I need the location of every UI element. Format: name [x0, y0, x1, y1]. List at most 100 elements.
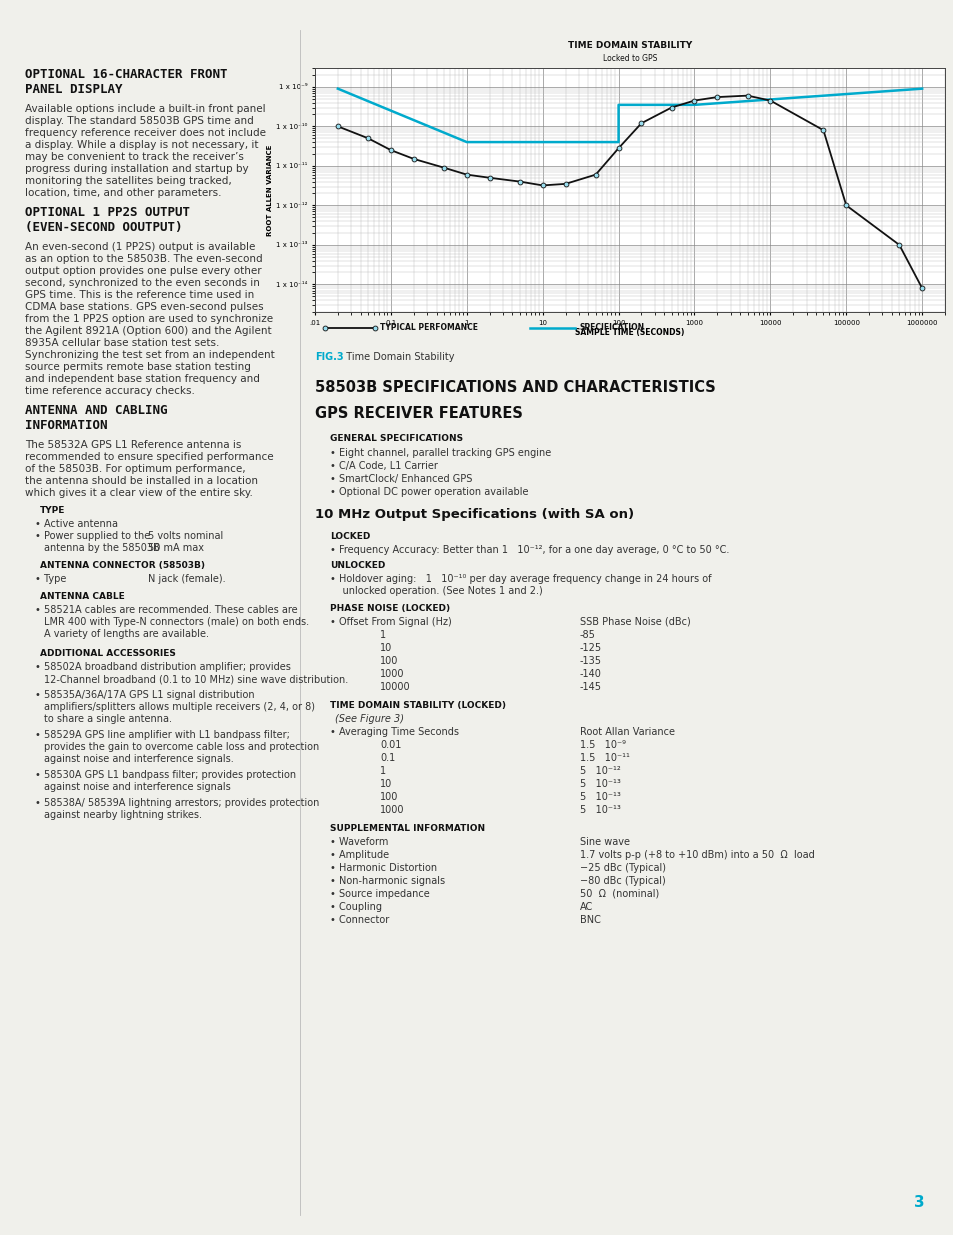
Text: 10000: 10000	[379, 682, 410, 692]
Text: Available options include a built-in front panel: Available options include a built-in fro…	[25, 104, 265, 114]
Text: (EVEN-SECOND OOUTPUT): (EVEN-SECOND OOUTPUT)	[25, 221, 182, 233]
Text: (See Figure 3): (See Figure 3)	[335, 714, 403, 724]
Text: time reference accuracy checks.: time reference accuracy checks.	[25, 387, 194, 396]
Text: against noise and interference signals.: against noise and interference signals.	[44, 755, 233, 764]
Text: • Power supplied to the: • Power supplied to the	[35, 531, 150, 541]
Text: • Connector: • Connector	[330, 915, 389, 925]
Text: 58503B SPECIFICATIONS AND CHARACTERISTICS: 58503B SPECIFICATIONS AND CHARACTERISTIC…	[314, 380, 715, 395]
Text: • 58521A cables are recommended. These cables are: • 58521A cables are recommended. These c…	[35, 605, 297, 615]
Text: a display. While a display is not necessary, it: a display. While a display is not necess…	[25, 140, 258, 149]
Text: -125: -125	[579, 643, 601, 653]
Text: Locked to GPS: Locked to GPS	[602, 54, 657, 63]
Text: • Source impedance: • Source impedance	[330, 889, 429, 899]
Text: provides the gain to overcome cable loss and protection: provides the gain to overcome cable loss…	[44, 742, 319, 752]
Text: −25 dBc (Typical): −25 dBc (Typical)	[579, 863, 665, 873]
Text: SUPPLEMENTAL INFORMATION: SUPPLEMENTAL INFORMATION	[330, 824, 485, 832]
Text: of the 58503B. For optimum performance,: of the 58503B. For optimum performance,	[25, 464, 245, 474]
Text: 1.5   10⁻¹¹: 1.5 10⁻¹¹	[579, 753, 629, 763]
Text: antenna by the 58503B: antenna by the 58503B	[44, 543, 159, 553]
Text: 10: 10	[379, 779, 392, 789]
Text: OPTIONAL 1 PP2S OUTPUT: OPTIONAL 1 PP2S OUTPUT	[25, 206, 190, 219]
Text: ADDITIONAL ACCESSORIES: ADDITIONAL ACCESSORIES	[40, 650, 175, 658]
Text: • Holdover aging:   1   10⁻¹⁰ per day average frequency change in 24 hours of: • Holdover aging: 1 10⁻¹⁰ per day averag…	[330, 574, 711, 584]
Text: and independent base station frequency and: and independent base station frequency a…	[25, 374, 259, 384]
Text: the Agilent 8921A (Option 600) and the Agilent: the Agilent 8921A (Option 600) and the A…	[25, 326, 272, 336]
Text: 10: 10	[379, 643, 392, 653]
Text: 5 volts nominal: 5 volts nominal	[148, 531, 223, 541]
Text: 50 mA max: 50 mA max	[148, 543, 204, 553]
Text: against noise and interference signals: against noise and interference signals	[44, 782, 231, 792]
Text: 5   10⁻¹²: 5 10⁻¹²	[579, 766, 620, 776]
Text: • Non-harmonic signals: • Non-harmonic signals	[330, 876, 445, 885]
Text: • Coupling: • Coupling	[330, 902, 381, 911]
Text: source permits remote base station testing: source permits remote base station testi…	[25, 362, 251, 372]
Text: LMR 400 with Type-N connectors (male) on both ends.: LMR 400 with Type-N connectors (male) on…	[44, 618, 309, 627]
Text: 1000: 1000	[379, 669, 404, 679]
Text: 5   10⁻¹³: 5 10⁻¹³	[579, 779, 620, 789]
Text: • Amplitude: • Amplitude	[330, 850, 389, 860]
Text: 5   10⁻¹³: 5 10⁻¹³	[579, 805, 620, 815]
Text: to share a single antenna.: to share a single antenna.	[44, 714, 172, 724]
Text: TIME DOMAIN STABILITY (LOCKED): TIME DOMAIN STABILITY (LOCKED)	[330, 701, 505, 710]
Text: • Waveform: • Waveform	[330, 837, 388, 847]
Text: 5   10⁻¹³: 5 10⁻¹³	[579, 792, 620, 802]
Text: recommended to ensure specified performance: recommended to ensure specified performa…	[25, 452, 274, 462]
Text: SSB Phase Noise (dBc): SSB Phase Noise (dBc)	[579, 618, 690, 627]
Text: ANTENNA CONNECTOR (58503B): ANTENNA CONNECTOR (58503B)	[40, 561, 205, 571]
Text: 0.01: 0.01	[379, 740, 401, 750]
Text: 1: 1	[379, 630, 386, 640]
Text: N jack (female).: N jack (female).	[148, 574, 226, 584]
Text: as an option to the 58503B. The even-second: as an option to the 58503B. The even-sec…	[25, 254, 262, 264]
Text: • Eight channel, parallel tracking GPS engine: • Eight channel, parallel tracking GPS e…	[330, 448, 551, 458]
Text: AC: AC	[579, 902, 593, 911]
Text: • SmartClock/ Enhanced GPS: • SmartClock/ Enhanced GPS	[330, 474, 472, 484]
Text: • Active antenna: • Active antenna	[35, 519, 118, 529]
Text: • 58529A GPS line amplifier with L1 bandpass filter;: • 58529A GPS line amplifier with L1 band…	[35, 730, 290, 740]
Text: second, synchronized to the even seconds in: second, synchronized to the even seconds…	[25, 278, 259, 288]
Text: • Offset From Signal (Hz): • Offset From Signal (Hz)	[330, 618, 452, 627]
Text: -85: -85	[579, 630, 596, 640]
Text: against nearby lightning strikes.: against nearby lightning strikes.	[44, 810, 202, 820]
Text: unlocked operation. (See Notes 1 and 2.): unlocked operation. (See Notes 1 and 2.)	[330, 585, 542, 597]
Text: • Harmonic Distortion: • Harmonic Distortion	[330, 863, 436, 873]
Text: Time Domain Stability: Time Domain Stability	[339, 352, 454, 362]
Text: The 58532A GPS L1 Reference antenna is: The 58532A GPS L1 Reference antenna is	[25, 440, 241, 450]
Text: may be convenient to track the receiver’s: may be convenient to track the receiver’…	[25, 152, 244, 162]
Text: 1.5   10⁻⁹: 1.5 10⁻⁹	[579, 740, 625, 750]
Text: ANTENNA CABLE: ANTENNA CABLE	[40, 592, 125, 601]
Text: output option provides one pulse every other: output option provides one pulse every o…	[25, 266, 261, 275]
Text: LOCKED: LOCKED	[330, 532, 370, 541]
Text: the antenna should be installed in a location: the antenna should be installed in a loc…	[25, 475, 257, 487]
Text: TIME DOMAIN STABILITY: TIME DOMAIN STABILITY	[567, 41, 691, 49]
Text: 50  Ω  (nominal): 50 Ω (nominal)	[579, 889, 659, 899]
Text: UNLOCKED: UNLOCKED	[330, 561, 385, 571]
Text: • C/A Code, L1 Carrier: • C/A Code, L1 Carrier	[330, 461, 437, 471]
Text: amplifiers/splitters allows multiple receivers (2, 4, or 8): amplifiers/splitters allows multiple rec…	[44, 701, 314, 713]
Text: 10 MHz Output Specifications (with SA on): 10 MHz Output Specifications (with SA on…	[314, 508, 634, 521]
Text: 3: 3	[913, 1195, 924, 1210]
Text: FIG.3: FIG.3	[314, 352, 343, 362]
Text: Sine wave: Sine wave	[579, 837, 629, 847]
Text: 100: 100	[379, 656, 398, 666]
Text: • 58530A GPS L1 bandpass filter; provides protection: • 58530A GPS L1 bandpass filter; provide…	[35, 769, 295, 781]
Text: 8935A cellular base station test sets.: 8935A cellular base station test sets.	[25, 338, 219, 348]
Text: An even-second (1 PP2S) output is available: An even-second (1 PP2S) output is availa…	[25, 242, 255, 252]
Text: -140: -140	[579, 669, 601, 679]
Y-axis label: ROOT ALLEN VARIANCE: ROOT ALLEN VARIANCE	[267, 144, 273, 236]
Text: -135: -135	[579, 656, 601, 666]
Text: GENERAL SPECIFICATIONS: GENERAL SPECIFICATIONS	[330, 433, 462, 443]
Text: CDMA base stations. GPS even-second pulses: CDMA base stations. GPS even-second puls…	[25, 303, 263, 312]
Text: SPECIFICATION: SPECIFICATION	[579, 324, 644, 332]
Text: PANEL DISPLAY: PANEL DISPLAY	[25, 83, 122, 96]
Text: Root Allan Variance: Root Allan Variance	[579, 727, 675, 737]
Text: TYPICAL PERFOMANCE: TYPICAL PERFOMANCE	[379, 324, 477, 332]
X-axis label: SAMPLE TIME (SECONDS): SAMPLE TIME (SECONDS)	[575, 329, 684, 337]
Text: 12-Channel broadband (0.1 to 10 MHz) sine wave distribution.: 12-Channel broadband (0.1 to 10 MHz) sin…	[44, 674, 348, 684]
Text: −80 dBc (Typical): −80 dBc (Typical)	[579, 876, 665, 885]
Text: A variety of lengths are available.: A variety of lengths are available.	[44, 629, 209, 638]
Text: frequency reference receiver does not include: frequency reference receiver does not in…	[25, 128, 266, 138]
Text: 1.7 volts p-p (+8 to +10 dBm) into a 50  Ω  load: 1.7 volts p-p (+8 to +10 dBm) into a 50 …	[579, 850, 814, 860]
Text: Synchronizing the test set from an independent: Synchronizing the test set from an indep…	[25, 350, 274, 359]
Text: • Averaging Time Seconds: • Averaging Time Seconds	[330, 727, 458, 737]
Text: 1000: 1000	[379, 805, 404, 815]
